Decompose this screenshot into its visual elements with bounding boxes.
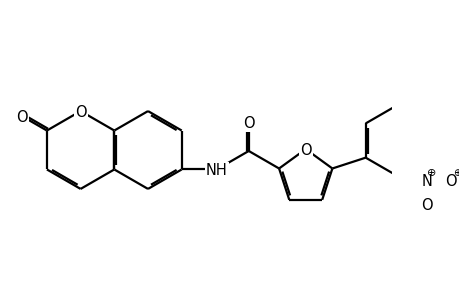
Text: O: O xyxy=(16,110,28,125)
Text: ⊕: ⊕ xyxy=(426,168,436,178)
Text: −: − xyxy=(453,168,459,178)
Text: N: N xyxy=(420,174,431,189)
Text: O: O xyxy=(242,116,254,131)
Text: O: O xyxy=(75,105,86,120)
Text: O: O xyxy=(444,174,456,189)
Text: O: O xyxy=(299,143,311,158)
Text: ⊕: ⊕ xyxy=(452,168,459,178)
Text: NH: NH xyxy=(206,164,227,178)
Text: O: O xyxy=(420,198,432,213)
